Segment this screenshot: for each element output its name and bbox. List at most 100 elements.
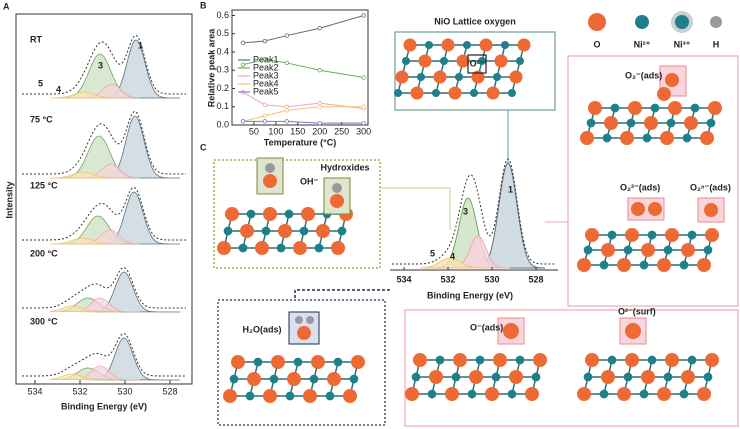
o-atom [585,353,599,367]
point [262,57,268,62]
o-atom [681,370,695,384]
o-atom [668,101,682,115]
o-atom [604,116,618,130]
ni-atom [602,133,612,143]
lattice [577,228,719,272]
ni-atom [599,389,609,399]
o-atom [225,207,239,221]
envelope [22,186,186,241]
o-atom [410,86,424,100]
o-atom [660,131,674,145]
legend-atom [588,13,606,31]
ni-atom [435,355,445,365]
lattice [223,355,365,403]
species-label: O⁻(ads) [470,322,503,332]
spectrum-label: 300 °C [30,316,58,326]
ni-atom [454,72,464,82]
o-atom [665,73,679,87]
ni-atom [703,245,713,255]
envelope [392,158,556,265]
ni-atom [451,372,461,382]
ni-atom [690,103,700,113]
ni-atom [599,260,609,270]
species-label: OH⁻ [300,176,319,186]
o-atom [263,389,277,403]
o-atom [644,116,658,130]
ni-atom [500,40,510,50]
o-atom [617,258,631,272]
o-atom [641,370,655,384]
o-atom [705,228,719,242]
o-atom [665,228,679,242]
ni-atom [325,391,335,401]
ni-atom [411,372,421,382]
plot-frame [231,9,369,126]
peak-fill [50,171,120,179]
o-atom [577,387,591,401]
x-tick-label: 534 [27,386,42,396]
peak-fill [419,257,486,269]
ni-atom [607,230,617,240]
o-atom [485,387,499,401]
ni-atom [439,56,449,66]
ni-atom [639,260,649,270]
ni-atom [349,374,359,384]
ni-atom [491,372,501,382]
ni-atom [299,226,309,236]
axis-label: Binding Energy (eV) [61,401,147,411]
point [284,108,290,113]
o-atom [351,355,365,369]
point [262,119,268,124]
h-atom [332,183,342,193]
peak-label: 4 [450,251,455,261]
box [404,309,739,427]
ni-atom [663,245,673,255]
y-tick-label: 0.2 [216,83,229,93]
o-atom [469,370,483,384]
o-atom [471,70,485,84]
legend-atom [635,15,649,29]
peak-fill [50,237,120,245]
envelope [22,34,186,95]
point [317,104,322,109]
o-atom [303,389,317,403]
y-tick-label: 0.4 [216,46,229,56]
o-atom [413,353,427,367]
o-atom [297,326,311,340]
ni-atom [245,391,255,401]
ni-atom [276,243,286,253]
o-atom [620,131,634,145]
o-atom [433,70,447,84]
peak-fill [79,365,141,381]
box [567,55,739,307]
o-atom [311,355,325,369]
peak-label: 5 [430,248,435,258]
ni-atom [607,355,617,365]
x-tick-label: 50 [249,126,259,136]
spectrum-label: 200 °C [30,248,58,258]
legend-atom [710,16,722,28]
o-atom [240,224,254,238]
x-tick-label: 250 [334,126,349,136]
o-atom [287,372,301,386]
ni-atom [682,133,692,143]
ni-atom [679,260,689,270]
ni-atom [610,103,620,113]
o-atom [525,387,539,401]
o-atom [395,70,409,84]
x-tick-label: 528 [528,274,543,284]
o-atom [301,207,315,221]
peak-label: 3 [463,206,468,216]
spectrum-label: RT [30,34,42,44]
ni-atom [583,372,593,382]
o-atom [429,370,443,384]
ni-atom [393,88,403,98]
legend-label: Ni²⁺ [634,39,651,49]
ni-atom [269,374,279,384]
o-atom [453,353,467,367]
species-label: O₂⁻(ads) [625,70,662,80]
peak-fill [94,271,181,313]
point [262,113,268,119]
o-atom [441,38,455,52]
o-atom [708,101,722,115]
